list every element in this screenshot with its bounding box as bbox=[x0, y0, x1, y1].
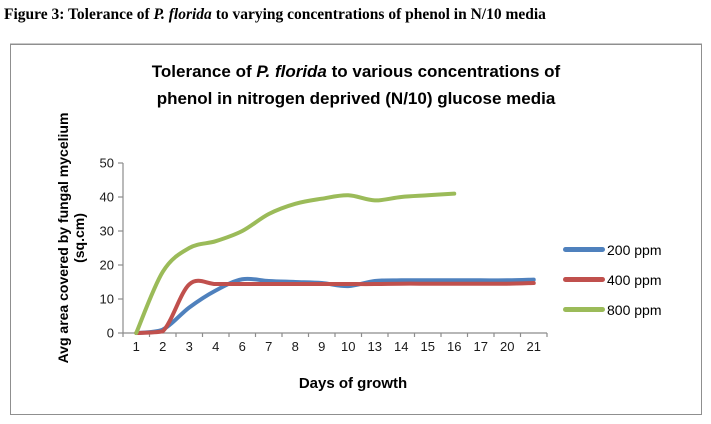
chart-area: 0 10 20 30 40 50 1 2 3 4 6 7 8 9 10 13 14 15 16 17 20 21 Tole… bbox=[10, 44, 702, 415]
legend-label: 400 ppm bbox=[607, 271, 662, 288]
legend-label: 200 ppm bbox=[607, 241, 662, 258]
chart-title: Tolerance of P. florida to various conce… bbox=[11, 58, 701, 112]
y-tick-label: 40 bbox=[100, 190, 114, 205]
figure-caption: Figure 3: Tolerance of P. florida to var… bbox=[4, 5, 704, 24]
chart-title-line2: phenol in nitrogen deprived (N/10) gluco… bbox=[156, 89, 556, 108]
y-tick-label: 10 bbox=[100, 292, 114, 307]
chart-legend: 200 ppm 400 ppm 800 ppm bbox=[563, 241, 661, 318]
y-tick-label: 30 bbox=[100, 224, 114, 239]
x-tick-label: 13 bbox=[368, 339, 382, 354]
x-axis-title: Days of growth bbox=[298, 375, 408, 392]
x-tick-label: 9 bbox=[318, 339, 325, 354]
x-tick-label: 10 bbox=[341, 339, 355, 354]
x-tick-label: 16 bbox=[447, 339, 461, 354]
figure-caption-species-italic: P. florida bbox=[153, 6, 212, 23]
legend-line-swatch bbox=[563, 307, 605, 312]
legend-item-400-ppm: 400 ppm bbox=[563, 271, 661, 288]
x-tick-label: 3 bbox=[186, 339, 193, 354]
y-tick-label: 20 bbox=[100, 258, 114, 273]
x-tick-label: 4 bbox=[212, 339, 219, 354]
chart-title-part1: Tolerance of bbox=[151, 62, 257, 81]
y-axis-title-units: (sq.cm) bbox=[71, 213, 87, 263]
y-axis-title-line1: Avg area covered by fungal mycelium bbox=[55, 112, 71, 364]
legend-line-swatch bbox=[563, 247, 605, 252]
figure-caption-part1: Figure 3: Tolerance of bbox=[4, 6, 154, 23]
plot-svg: 0 10 20 30 40 50 1 2 3 4 6 7 8 9 10 13 14 15 16 17 20 21 bbox=[100, 156, 548, 354]
x-tick-label: 7 bbox=[265, 339, 272, 354]
x-tick-label: 21 bbox=[527, 339, 541, 354]
y-tick-label: 0 bbox=[107, 326, 114, 341]
x-tick-label: 1 bbox=[133, 339, 140, 354]
x-tick-label: 14 bbox=[394, 339, 408, 354]
x-tick-label: 2 bbox=[159, 339, 166, 354]
legend-label: 800 ppm bbox=[607, 301, 662, 318]
legend-item-800-ppm: 800 ppm bbox=[563, 301, 661, 318]
x-tick-label: 15 bbox=[421, 339, 435, 354]
chart-title-part2: to various concentrations of bbox=[326, 62, 561, 81]
x-tick-label: 17 bbox=[474, 339, 488, 354]
x-tick-label: 20 bbox=[500, 339, 514, 354]
series-line-400-ppm bbox=[134, 278, 536, 335]
series-line-800-ppm bbox=[134, 191, 457, 335]
figure-caption-part2: to varying concentrations of phenol in N… bbox=[211, 6, 546, 23]
y-axis-title: Avg area covered by fungal mycelium (sq.c… bbox=[55, 98, 87, 378]
y-tick-label: 50 bbox=[100, 156, 114, 171]
chart-title-species-italic: P. florida bbox=[256, 62, 327, 81]
legend-line-swatch bbox=[563, 277, 605, 282]
x-tick-label: 8 bbox=[292, 339, 299, 354]
series-line-200-ppm bbox=[134, 276, 536, 335]
x-tick-label: 6 bbox=[239, 339, 246, 354]
legend-item-200-ppm: 200 ppm bbox=[563, 241, 661, 258]
